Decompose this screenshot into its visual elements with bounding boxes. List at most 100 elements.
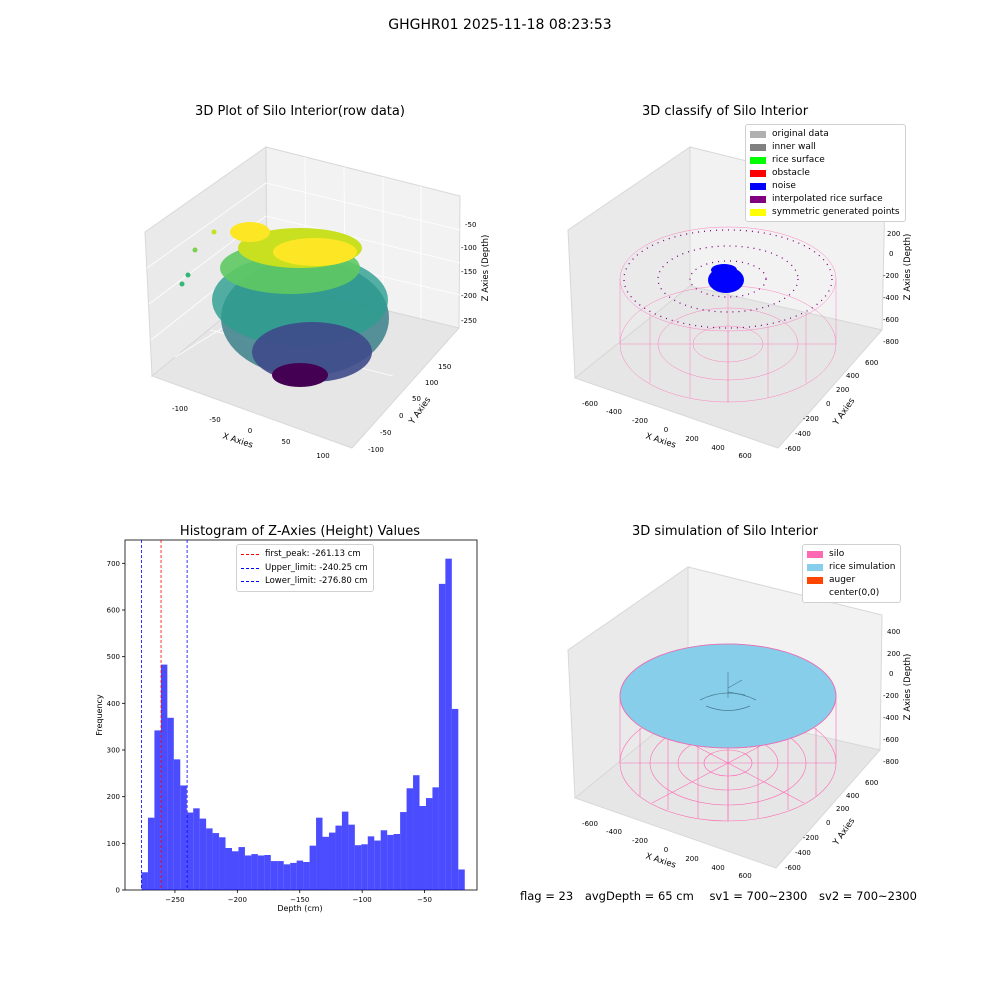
simulation-plot-title: 3D simulation of Silo Interior xyxy=(632,524,818,539)
histogram-x-label: Depth (cm) xyxy=(277,904,322,913)
y-tick-label: 300 xyxy=(107,747,120,755)
classify-ytick: -200 xyxy=(803,415,819,423)
classify-x-label: X Axies xyxy=(644,431,677,450)
histogram-bar xyxy=(445,558,452,890)
legend-label: noise xyxy=(772,181,796,191)
histogram-bar xyxy=(141,872,148,890)
histogram-bar xyxy=(438,583,446,890)
histogram-bar xyxy=(199,818,207,890)
histogram-bar xyxy=(316,817,323,890)
legend-entry: center(0,0) xyxy=(807,587,895,600)
classify-xtick: -600 xyxy=(582,400,598,408)
simulation-ztick: -400 xyxy=(883,714,899,722)
legend-swatch xyxy=(750,183,766,190)
raw-xtick: 100 xyxy=(316,452,329,460)
histogram-bar xyxy=(186,812,194,890)
simulation-ztick: -600 xyxy=(883,736,899,744)
legend-swatch xyxy=(750,209,766,216)
silo-wireframe xyxy=(619,226,837,403)
histogram-legend: first_peak: -261.13 cm Upper_limit: -240.… xyxy=(236,544,374,592)
status-footer: flag = 23 avgDepth = 65 cm sv1 = 700~230… xyxy=(520,889,925,903)
histogram-bar xyxy=(244,855,252,890)
histogram-bar xyxy=(341,811,349,890)
histogram-bar xyxy=(387,834,394,890)
legend-entry: auger xyxy=(807,574,895,587)
histogram-bar xyxy=(193,808,200,890)
legend-swatch xyxy=(807,577,823,584)
classify-ztick: -400 xyxy=(883,294,899,302)
raw-xtick: 0 xyxy=(248,427,252,435)
legend-entry: rice surface xyxy=(750,154,900,167)
classify-ytick: 400 xyxy=(846,372,859,380)
histogram-chart: −250 −200 −150 −100 −50 0 100 200 300 400 500 600 70… xyxy=(95,539,478,913)
histogram-bar xyxy=(393,834,401,890)
interpolated-surface xyxy=(623,229,833,329)
simulation-y-label: Y Axies xyxy=(831,816,858,848)
histogram-bar xyxy=(154,730,161,890)
classify-ztick: -200 xyxy=(883,272,899,280)
raw-ztick: -100 xyxy=(461,244,477,252)
figure-title: GHGHR01 2025-11-18 08:23:53 xyxy=(388,17,612,33)
legend-entry: obstacle xyxy=(750,167,900,180)
raw-ztick: -200 xyxy=(461,292,477,300)
legend-swatch xyxy=(807,564,823,571)
simulation-ztick: 400 xyxy=(887,628,900,636)
classify-ytick: 600 xyxy=(865,359,878,367)
legend-swatch xyxy=(750,157,766,164)
legend-entry: first_peak: -261.13 cm xyxy=(241,548,368,562)
y-tick-label: 200 xyxy=(107,793,120,801)
legend-label: original data xyxy=(772,129,829,139)
histogram-bar xyxy=(380,830,388,890)
raw-ytick: 100 xyxy=(425,379,438,387)
classify-xtick: 400 xyxy=(711,444,724,452)
legend-entry: interpolated rice surface xyxy=(750,193,900,206)
histogram-bar xyxy=(160,664,168,890)
legend-label: auger xyxy=(829,575,856,585)
histogram-bar xyxy=(425,798,433,890)
simulation-ytick: -400 xyxy=(795,849,811,857)
simulation-ztick: -800 xyxy=(883,758,899,766)
simulation-xtick: -200 xyxy=(632,837,648,845)
legend-entry: symmetric generated points xyxy=(750,206,900,219)
simulation-ytick: 200 xyxy=(836,805,849,813)
legend-label: rice surface xyxy=(772,155,825,165)
raw-xtick: -100 xyxy=(172,405,188,413)
legend-entry: Lower_limit: -276.80 cm xyxy=(241,575,368,589)
legend-label: rice simulation xyxy=(829,562,896,572)
histogram-bar xyxy=(283,864,291,890)
histogram-bar xyxy=(374,840,381,890)
histogram-bar xyxy=(277,861,284,890)
simulation-ztick: -200 xyxy=(883,692,899,700)
histogram-bar xyxy=(167,717,174,890)
classify-ztick: 200 xyxy=(887,230,900,238)
sv2-text: sv2 = 700~2300 xyxy=(819,889,917,903)
histogram-bar xyxy=(400,812,407,890)
simulation-xtick: 0 xyxy=(664,846,668,854)
raw-3d-plot: -100 -50 0 50 100 -100 -50 0 50 100 150 … xyxy=(144,146,491,460)
flag-text: flag = 23 xyxy=(520,889,574,903)
raw-ztick: -250 xyxy=(461,317,477,325)
y-tick-label: 600 xyxy=(107,607,120,615)
y-tick-label: 400 xyxy=(107,700,120,708)
histogram-bar xyxy=(270,861,278,890)
histogram-bar xyxy=(231,851,239,890)
legend-swatch xyxy=(750,170,766,177)
legend-entry: noise xyxy=(750,180,900,193)
legend-swatch xyxy=(750,131,766,138)
x-tick-label: −250 xyxy=(165,896,184,904)
histogram-bar xyxy=(328,832,336,890)
legend-label: inner wall xyxy=(772,142,816,152)
y-tick-label: 0 xyxy=(116,887,120,895)
simulation-silo-wireframe xyxy=(619,696,837,822)
classify-ytick: 200 xyxy=(836,386,849,394)
legend-label: Lower_limit: -276.80 cm xyxy=(265,576,368,586)
histogram-bar xyxy=(406,788,414,890)
histogram-y-label: Frequency xyxy=(95,694,104,736)
histogram-bar xyxy=(367,836,375,890)
histogram-bar xyxy=(309,845,317,890)
legend-swatch xyxy=(807,590,823,597)
histogram-bar xyxy=(296,860,304,890)
histogram-bar xyxy=(354,845,362,890)
y-tick-label: 700 xyxy=(107,560,120,568)
classify-xtick: -200 xyxy=(632,417,648,425)
